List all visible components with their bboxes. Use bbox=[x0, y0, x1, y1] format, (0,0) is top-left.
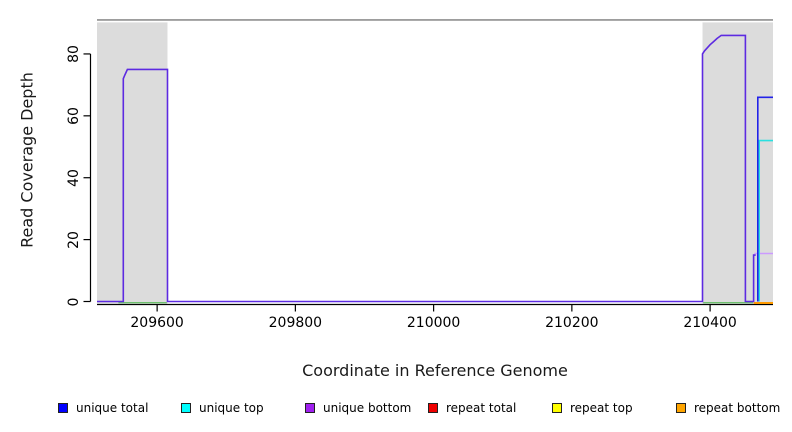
legend-swatch-icon bbox=[305, 403, 315, 413]
y-tick-label: 80 bbox=[66, 45, 82, 63]
legend-swatch-icon bbox=[552, 403, 562, 413]
x-tick-label: 210400 bbox=[683, 314, 737, 331]
legend-label: unique total bbox=[76, 401, 149, 415]
legend-item-unique-top: unique top bbox=[181, 401, 264, 415]
series-unique-top-right-edge bbox=[758, 139, 773, 302]
y-tick-label: 40 bbox=[66, 168, 82, 187]
right-gray-band bbox=[702, 22, 773, 304]
x-tick-label: 209800 bbox=[268, 314, 323, 331]
legend-label: repeat total bbox=[446, 401, 517, 415]
legend-item-unique-bottom: unique bottom bbox=[305, 401, 411, 415]
legend-item-repeat-top: repeat top bbox=[552, 401, 633, 415]
y-tick-label: 0 bbox=[66, 297, 82, 306]
x-tick-label: 210200 bbox=[545, 314, 599, 331]
y-tick-label: 60 bbox=[66, 106, 82, 125]
legend-item-repeat-bottom: repeat bottom bbox=[676, 401, 780, 415]
legend-swatch-icon bbox=[58, 403, 68, 413]
x-tick-label: 210000 bbox=[406, 314, 461, 331]
y-tick-label: 20 bbox=[66, 230, 82, 249]
legend-label: unique top bbox=[199, 401, 264, 415]
series-unique-coverage-main bbox=[97, 34, 756, 303]
legend-swatch-icon bbox=[428, 403, 438, 413]
legend-label: repeat top bbox=[570, 401, 633, 415]
series-unique-total-right-edge bbox=[756, 96, 773, 302]
left-gray-band bbox=[97, 22, 168, 304]
legend-item-repeat-total: repeat total bbox=[428, 401, 516, 415]
legend-swatch-icon bbox=[181, 403, 191, 413]
legend-item-unique-total: unique total bbox=[58, 401, 148, 415]
y-axis-title: Read Coverage Depth bbox=[17, 72, 37, 248]
legend-label: repeat bottom bbox=[694, 401, 781, 415]
x-tick-label: 209600 bbox=[130, 314, 184, 331]
legend-swatch-icon bbox=[676, 403, 686, 413]
x-axis-title: Coordinate in Reference Genome bbox=[302, 361, 568, 380]
legend-label: unique bottom bbox=[323, 401, 412, 415]
